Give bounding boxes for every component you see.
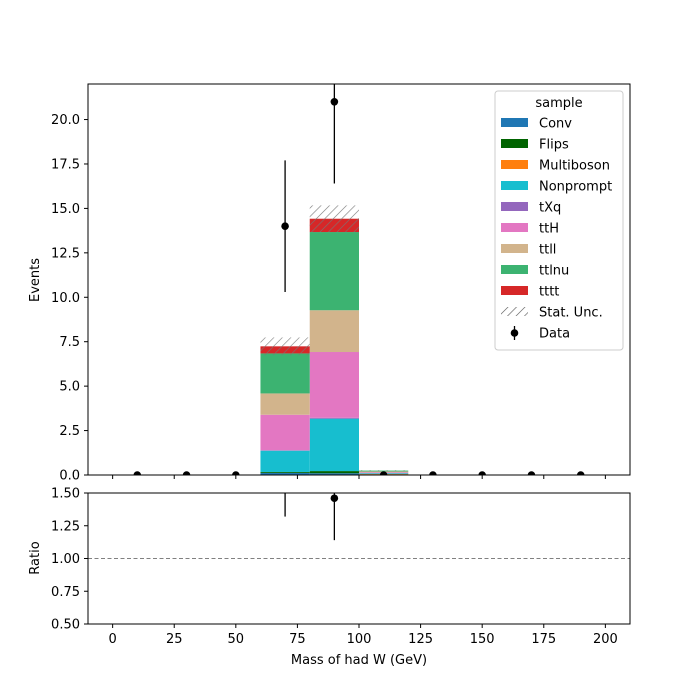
- main-y-axis: 0.0 2.5 5.0 7.5 10.0 12.5 15.0 17.5 20.0: [51, 113, 88, 484]
- bar-flips-bin-4: [309, 471, 359, 474]
- legend-swatch-txq: [501, 202, 528, 211]
- x-tick-label: 175: [531, 632, 556, 647]
- bar-ttll-bin-4: [309, 310, 359, 353]
- data-point-9: [576, 471, 585, 475]
- ratio-y-tick-label: 0.75: [51, 585, 80, 600]
- bar-conv-bin-4: [309, 473, 359, 475]
- bar-nonprompt-bin-4: [309, 418, 359, 472]
- legend-swatch-ttll: [501, 244, 528, 253]
- bar-nonprompt-bin-3: [260, 450, 310, 472]
- data-point-3: [281, 222, 289, 230]
- data-point-7: [478, 471, 486, 475]
- data-point-6: [429, 471, 437, 475]
- legend-box: [494, 90, 624, 351]
- x-tick-label: 200: [593, 632, 618, 647]
- bar-flips-bin-3: [260, 471, 310, 473]
- ratio-y-tick-label: 0.50: [51, 618, 80, 633]
- data-point-4: [330, 97, 339, 106]
- main-y-tick-label: 12.5: [51, 246, 80, 261]
- x-tick-label: 25: [166, 632, 183, 647]
- bar-ttlnu-bin-3: [260, 353, 310, 394]
- x-tick-label: 50: [228, 632, 245, 647]
- main-y-label: Events: [28, 258, 43, 302]
- bar-ttlnu-bin-5: [359, 470, 409, 472]
- main-y-tick-label: 10.0: [51, 291, 80, 306]
- legend-label: ttH: [539, 222, 559, 237]
- stat-unc-bin-4: [309, 205, 359, 233]
- stat-unc-bin-3: [260, 337, 310, 356]
- legend-label: Data: [539, 327, 570, 342]
- legend-swatch-multiboson: [501, 160, 528, 169]
- bar-ttll-bin-3: [260, 393, 310, 415]
- x-tick-label: 150: [470, 632, 495, 647]
- legend-label: Stat. Unc.: [539, 306, 603, 321]
- main-x-ticks: [112, 475, 606, 479]
- ratio-y-axis: 0.50 0.75 1.00 1.25 1.50: [51, 487, 88, 633]
- legend-swatch-nonprompt: [501, 181, 528, 190]
- main-y-tick-label: 17.5: [51, 157, 80, 172]
- x-axis-label: Mass of had W (GeV): [291, 653, 427, 668]
- x-tick-label: 100: [347, 632, 372, 647]
- legend-label: ttll: [539, 243, 556, 258]
- ratio-y-tick-label: 1.00: [51, 552, 80, 567]
- legend-label: tXq: [539, 201, 561, 216]
- data-point-0: [133, 471, 142, 475]
- legend-label: Nonprompt: [539, 180, 612, 195]
- main-y-tick-label: 5.0: [59, 380, 80, 395]
- data-points: [133, 84, 585, 475]
- x-axis: 0 25 50 75 100 125 150 175 200: [108, 624, 618, 647]
- legend-label: tttt: [539, 285, 559, 300]
- legend-swatch-tttt: [501, 286, 528, 295]
- legend-title: sample: [535, 96, 582, 111]
- legend: sample Conv Flips Multiboson Nonprompt tXq ttH…: [494, 90, 624, 351]
- legend-swatch-conv: [501, 118, 528, 127]
- data-point-5: [379, 471, 388, 475]
- ratio-point-1: [330, 494, 339, 503]
- bar-tth-bin-4: [309, 352, 359, 418]
- bar-ttlnu-bin-4: [309, 232, 359, 311]
- bar-txq-bin-4: [309, 417, 359, 419]
- bar-tth-bin-3: [260, 414, 310, 451]
- main-y-tick-label: 20.0: [51, 113, 80, 128]
- legend-data-marker: [510, 329, 519, 337]
- stat-unc-bin-5: [359, 470, 409, 471]
- main-y-tick-label: 15.0: [51, 202, 80, 217]
- legend-label: Conv: [539, 117, 572, 132]
- ratio-points: [284, 493, 339, 541]
- ratio-y-label: Ratio: [28, 541, 43, 574]
- data-point-1: [182, 471, 191, 475]
- legend-swatch-stat-unc: [501, 307, 528, 316]
- stat-unc-band: [260, 205, 409, 471]
- x-tick-label: 0: [108, 632, 116, 647]
- x-tick-label: 125: [408, 632, 433, 647]
- legend-swatch-flips: [501, 139, 528, 148]
- main-y-tick-label: 2.5: [59, 424, 80, 439]
- legend-label: Flips: [539, 138, 569, 153]
- legend-label: Multiboson: [539, 159, 610, 174]
- bar-conv-bin-3: [260, 472, 310, 475]
- ratio-y-tick-label: 1.25: [51, 519, 80, 534]
- main-y-tick-label: 7.5: [59, 335, 80, 350]
- data-point-2: [232, 471, 240, 475]
- stacked-bars: [260, 218, 409, 475]
- ratio-y-tick-label: 1.50: [51, 487, 80, 502]
- main-y-tick-label: 0.0: [59, 469, 80, 484]
- legend-swatch-tth: [501, 223, 528, 232]
- legend-label: ttlnu: [539, 264, 569, 279]
- x-tick-label: 75: [289, 632, 306, 647]
- data-point-8: [527, 471, 536, 475]
- legend-swatch-ttlnu: [501, 265, 528, 274]
